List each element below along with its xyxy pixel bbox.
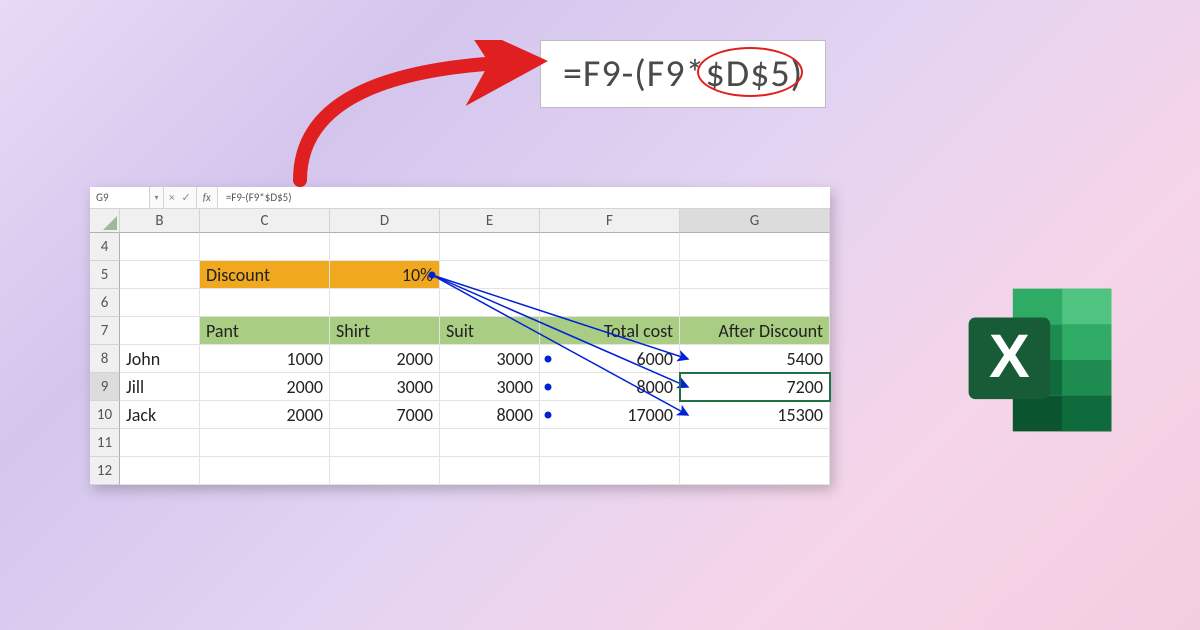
cell-C11[interactable] xyxy=(200,429,330,457)
cancel-icon[interactable]: × xyxy=(169,191,174,204)
cell-B6[interactable] xyxy=(120,289,200,317)
cell-D7[interactable]: Shirt xyxy=(330,317,440,345)
cell-E10[interactable]: 8000 xyxy=(440,401,540,429)
cell-C12[interactable] xyxy=(200,457,330,485)
row-header-10[interactable]: 10 xyxy=(90,401,120,429)
col-header-B[interactable]: B xyxy=(120,209,200,233)
cell-grid[interactable]: BCDEFG 45 Discount10% 67 PantShirtSuitTotal … xyxy=(90,209,830,485)
row-header-9[interactable]: 9 xyxy=(90,373,120,401)
cell-E11[interactable] xyxy=(440,429,540,457)
cell-B12[interactable] xyxy=(120,457,200,485)
excel-logo-icon: X xyxy=(955,275,1125,445)
cell-G12[interactable] xyxy=(680,457,830,485)
cell-F6[interactable] xyxy=(540,289,680,317)
formula-buttons: × ✓ xyxy=(164,187,197,208)
row-header-12[interactable]: 12 xyxy=(90,457,120,485)
cell-E8[interactable]: 3000 xyxy=(440,345,540,373)
fx-icon[interactable]: fx xyxy=(197,187,218,208)
cell-F8[interactable]: 6000 xyxy=(540,345,680,373)
cell-D9[interactable]: 3000 xyxy=(330,373,440,401)
cell-F10[interactable]: 17000 xyxy=(540,401,680,429)
cell-D10[interactable]: 7000 xyxy=(330,401,440,429)
cell-G7[interactable]: After Discount xyxy=(680,317,830,345)
cell-B8[interactable]: John xyxy=(120,345,200,373)
cell-F5[interactable] xyxy=(540,261,680,289)
name-box-dropdown[interactable]: ▾ xyxy=(150,187,164,208)
cell-C4[interactable] xyxy=(200,233,330,261)
cell-D4[interactable] xyxy=(330,233,440,261)
circled-text: $D$5 xyxy=(705,51,790,97)
cell-D5[interactable]: 10% xyxy=(330,261,440,289)
select-all-corner[interactable] xyxy=(90,209,120,233)
red-arrow-annotation xyxy=(260,40,560,190)
cell-E9[interactable]: 3000 xyxy=(440,373,540,401)
cell-C9[interactable]: 2000 xyxy=(200,373,330,401)
col-header-D[interactable]: D xyxy=(330,209,440,233)
row-header-8[interactable]: 8 xyxy=(90,345,120,373)
row-header-6[interactable]: 6 xyxy=(90,289,120,317)
row-header-7[interactable]: 7 xyxy=(90,317,120,345)
cell-D8[interactable]: 2000 xyxy=(330,345,440,373)
formula-circled-ref: $D$5 xyxy=(705,51,790,97)
cell-D11[interactable] xyxy=(330,429,440,457)
formula-bar: G9 ▾ × ✓ fx =F9-(F9*$D$5) xyxy=(90,187,830,209)
svg-text:X: X xyxy=(989,322,1030,390)
formula-prefix: =F9-(F9* xyxy=(563,51,705,97)
cell-C5[interactable]: Discount xyxy=(200,261,330,289)
row-header-11[interactable]: 11 xyxy=(90,429,120,457)
cell-D6[interactable] xyxy=(330,289,440,317)
cell-E6[interactable] xyxy=(440,289,540,317)
cell-F4[interactable] xyxy=(540,233,680,261)
cell-B7[interactable] xyxy=(120,317,200,345)
formula-suffix: ) xyxy=(791,51,804,97)
cell-E5[interactable] xyxy=(440,261,540,289)
confirm-icon[interactable]: ✓ xyxy=(181,191,190,204)
cell-C7[interactable]: Pant xyxy=(200,317,330,345)
formula-input[interactable]: =F9-(F9*$D$5) xyxy=(218,187,830,208)
cell-E7[interactable]: Suit xyxy=(440,317,540,345)
col-header-E[interactable]: E xyxy=(440,209,540,233)
cell-G4[interactable] xyxy=(680,233,830,261)
col-header-C[interactable]: C xyxy=(200,209,330,233)
cell-G10[interactable]: 15300 xyxy=(680,401,830,429)
spreadsheet-window: G9 ▾ × ✓ fx =F9-(F9*$D$5) BCDEFG 45 Discou… xyxy=(90,187,830,485)
cell-G6[interactable] xyxy=(680,289,830,317)
cell-F12[interactable] xyxy=(540,457,680,485)
cell-F11[interactable] xyxy=(540,429,680,457)
cell-G11[interactable] xyxy=(680,429,830,457)
cell-B4[interactable] xyxy=(120,233,200,261)
row-header-4[interactable]: 4 xyxy=(90,233,120,261)
cell-B11[interactable] xyxy=(120,429,200,457)
cell-E12[interactable] xyxy=(440,457,540,485)
cell-B5[interactable] xyxy=(120,261,200,289)
cell-C8[interactable]: 1000 xyxy=(200,345,330,373)
cell-G8[interactable]: 5400 xyxy=(680,345,830,373)
row-header-5[interactable]: 5 xyxy=(90,261,120,289)
cell-F7[interactable]: Total cost xyxy=(540,317,680,345)
cell-B10[interactable]: Jack xyxy=(120,401,200,429)
cell-B9[interactable]: Jill xyxy=(120,373,200,401)
col-header-G[interactable]: G xyxy=(680,209,830,233)
formula-highlight-box: =F9-(F9*$D$5) xyxy=(540,40,826,108)
col-header-F[interactable]: F xyxy=(540,209,680,233)
name-box[interactable]: G9 xyxy=(90,187,150,208)
cell-G5[interactable] xyxy=(680,261,830,289)
cell-G9[interactable]: 7200 xyxy=(680,373,830,401)
cell-D12[interactable] xyxy=(330,457,440,485)
cell-E4[interactable] xyxy=(440,233,540,261)
cell-C10[interactable]: 2000 xyxy=(200,401,330,429)
cell-F9[interactable]: 8000 xyxy=(540,373,680,401)
cell-C6[interactable] xyxy=(200,289,330,317)
